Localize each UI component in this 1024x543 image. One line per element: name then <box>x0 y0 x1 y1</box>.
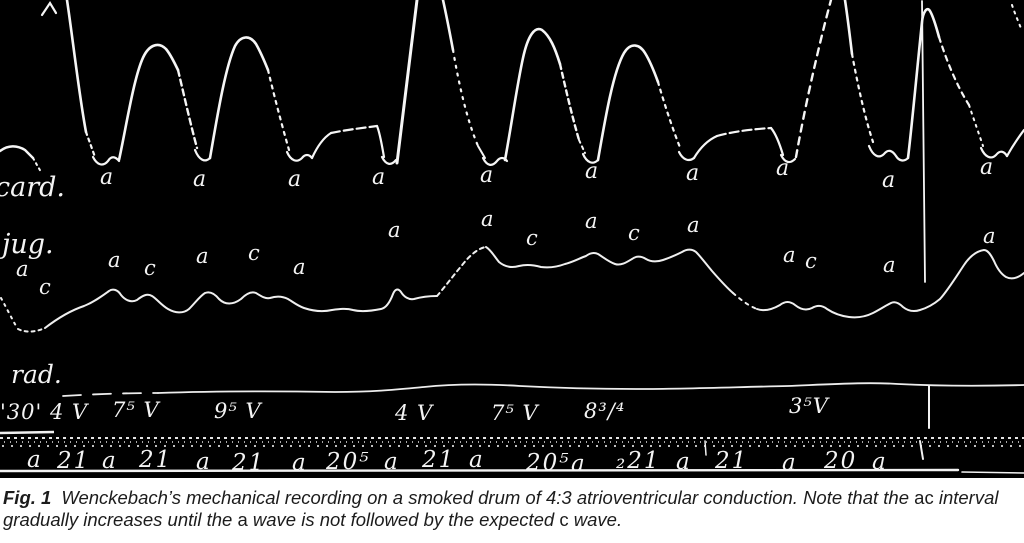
jug-wave-label: a <box>687 213 700 237</box>
smoked-drum-recording: card. jug. rad. a a a a a a a a a a a c … <box>0 0 1024 478</box>
interval-number: a <box>27 447 43 473</box>
interval-number: a <box>196 449 212 475</box>
figure-number: Fig. 1 <box>3 487 52 508</box>
jugular-trace <box>0 246 1024 333</box>
jug-wave-label: a <box>388 218 401 242</box>
time-marker: 9⁵ V <box>214 399 262 423</box>
jug-wave-label: a <box>783 243 796 267</box>
jug-wave-label: c <box>248 241 260 265</box>
interval-number: a <box>872 449 888 475</box>
baseline-left <box>0 468 960 473</box>
jug-wave-label: a <box>293 255 306 279</box>
jug-wave-label: a <box>108 248 121 272</box>
jug-wave-label: a <box>481 207 494 231</box>
card-a-wave-label: a <box>776 156 790 181</box>
jug-wave-label: a <box>883 253 896 277</box>
time-marker: 8³/⁴ <box>584 399 626 423</box>
card-a-wave-label: a <box>882 168 896 193</box>
cardiogram-row-label: card. <box>0 172 65 203</box>
cardiogram-trace <box>0 0 1024 283</box>
radial-row-label: rad. <box>11 360 62 389</box>
figure-caption: Fig. 1 Wenckebach’s mechanical recording … <box>0 478 1024 543</box>
small-tick <box>704 440 707 456</box>
caption-text-line2-tail: wave. <box>568 509 623 530</box>
interval-number: 21 <box>422 447 456 473</box>
a-wave-term: a <box>237 509 248 530</box>
jug-wave-label: c <box>144 256 156 280</box>
interval-number: 20⁵ <box>526 450 571 476</box>
time-marker: '30' 4 V <box>0 400 89 424</box>
interval-number: 20 <box>824 448 858 474</box>
card-a-wave-label: a <box>480 163 494 188</box>
jug-wave-label: a <box>585 209 598 233</box>
interval-number: 21 <box>57 448 91 474</box>
interval-number: 20⁵ <box>326 449 371 475</box>
baseline-right <box>961 471 1024 474</box>
time-marker: 4 V <box>395 401 434 425</box>
jug-wave-label: a <box>196 244 209 268</box>
interval-number: a <box>782 450 798 476</box>
card-a-wave-label: a <box>686 161 700 186</box>
caption-text-line1: Wenckebach’s mechanical recording on a s… <box>61 487 915 508</box>
reference-marks <box>0 385 1024 474</box>
interval-number: a <box>292 450 308 476</box>
interval-number: 21 <box>715 448 749 474</box>
time-marker: 3⁵V <box>789 394 829 418</box>
interval-number: a <box>676 449 692 475</box>
card-a-wave-label: a <box>193 167 207 192</box>
caption-text-line2: gradually increases until the <box>3 509 238 530</box>
jug-wave-label: c <box>805 249 817 273</box>
time-marker: 7⁵ V <box>491 401 539 425</box>
caption-text-line1-tail: interval <box>933 487 999 508</box>
jugular-row-label: jug. <box>2 229 54 260</box>
recording-traces <box>0 0 1024 474</box>
jug-wave-label: a <box>983 224 996 248</box>
c-wave-term: c <box>559 509 569 530</box>
interval-number: a <box>469 447 485 473</box>
interval-number: 21 <box>232 450 266 476</box>
caption-text-line2-mid: wave is not followed by the expected <box>247 509 560 530</box>
interval-number: 21 <box>139 447 173 473</box>
card-a-wave-label: a <box>288 167 302 192</box>
radial-trace <box>62 382 1024 397</box>
jug-wave-label: c <box>526 226 538 250</box>
jug-wave-label: c <box>39 275 51 299</box>
jug-wave-label: a <box>16 257 29 281</box>
bottom-reference-tick <box>919 440 924 460</box>
ac-interval-term: ac <box>914 487 934 508</box>
time-marker: 7⁵ V <box>112 398 160 422</box>
interval-number: a <box>571 451 587 477</box>
time-tick-band <box>0 430 1024 447</box>
jug-wave-label: c <box>628 221 640 245</box>
interval-number: ₂21 <box>616 448 661 474</box>
interval-number: a <box>102 448 118 474</box>
card-a-wave-label: a <box>372 165 386 190</box>
card-a-wave-label: a <box>980 155 994 180</box>
card-a-wave-label: a <box>100 165 114 190</box>
card-a-wave-label: a <box>585 159 599 184</box>
interval-number: a <box>384 449 400 475</box>
